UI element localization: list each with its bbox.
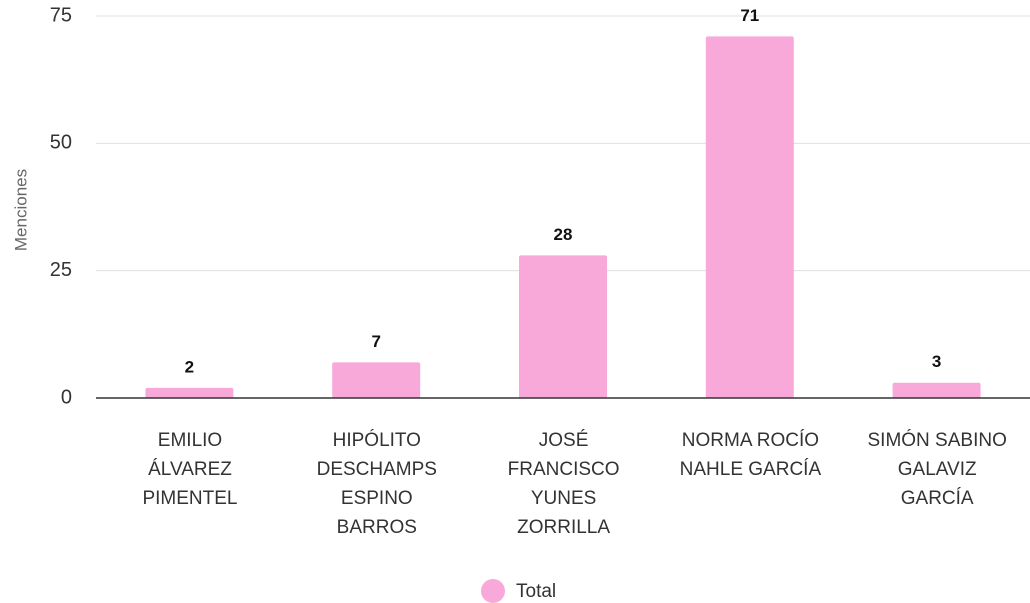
data-label: 2 <box>185 357 194 376</box>
y-axis-label: Menciones <box>11 169 30 251</box>
x-tick-label: NORMA ROCÍO NAHLE GARCÍA <box>679 430 822 480</box>
y-tick-label: 25 <box>50 259 72 281</box>
data-label: 28 <box>554 225 573 244</box>
y-tick-label: 75 <box>50 4 72 26</box>
legend-label: Total <box>516 581 556 602</box>
bar <box>892 382 981 398</box>
data-label: 3 <box>932 352 941 371</box>
legend-marker <box>481 579 505 603</box>
bar <box>705 36 794 399</box>
bar <box>519 255 607 398</box>
y-tick-label: 50 <box>50 132 72 154</box>
data-label: 71 <box>740 6 759 25</box>
x-tick-label: HIPÓLITO DESCHAMPS ESPINO BARROS <box>316 430 437 538</box>
x-tick-label: EMILIO ÁLVAREZ PIMENTEL <box>142 430 238 509</box>
x-tick-label: SIMÓN SABINO GALAVIZ GARCÍA <box>867 430 1007 509</box>
bar <box>145 387 234 398</box>
y-tick-label: 0 <box>61 386 72 408</box>
x-tick-label: JOSÉ FRANCISCO YUNES ZORRILLA <box>507 430 620 538</box>
bar <box>332 362 421 398</box>
data-label: 7 <box>371 332 380 351</box>
